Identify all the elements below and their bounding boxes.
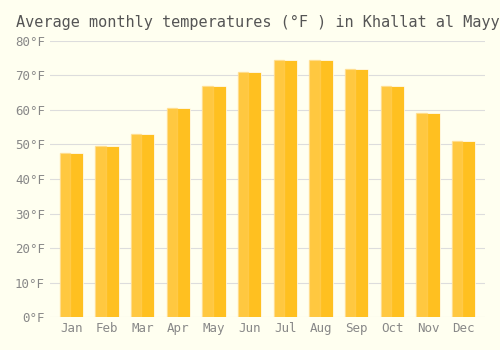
Bar [131,134,154,317]
Bar [96,146,106,317]
Bar [416,113,427,317]
Bar [238,72,261,317]
Bar [202,86,226,317]
Bar [310,60,332,317]
Title: Average monthly temperatures (°F ) in Khallat al Mayyah: Average monthly temperatures (°F ) in Kh… [16,15,500,30]
Bar [274,60,297,317]
Bar [452,141,462,317]
Bar [380,86,391,317]
Bar [274,60,284,317]
Bar [60,153,83,317]
Bar [416,113,440,317]
Bar [238,72,248,317]
Bar [345,69,368,317]
Bar [202,86,213,317]
Bar [166,108,190,317]
Bar [96,146,118,317]
Bar [452,141,475,317]
Bar [380,86,404,317]
Bar [345,69,356,317]
Bar [60,153,70,317]
Bar [131,134,141,317]
Bar [310,60,320,317]
Bar [166,108,177,317]
